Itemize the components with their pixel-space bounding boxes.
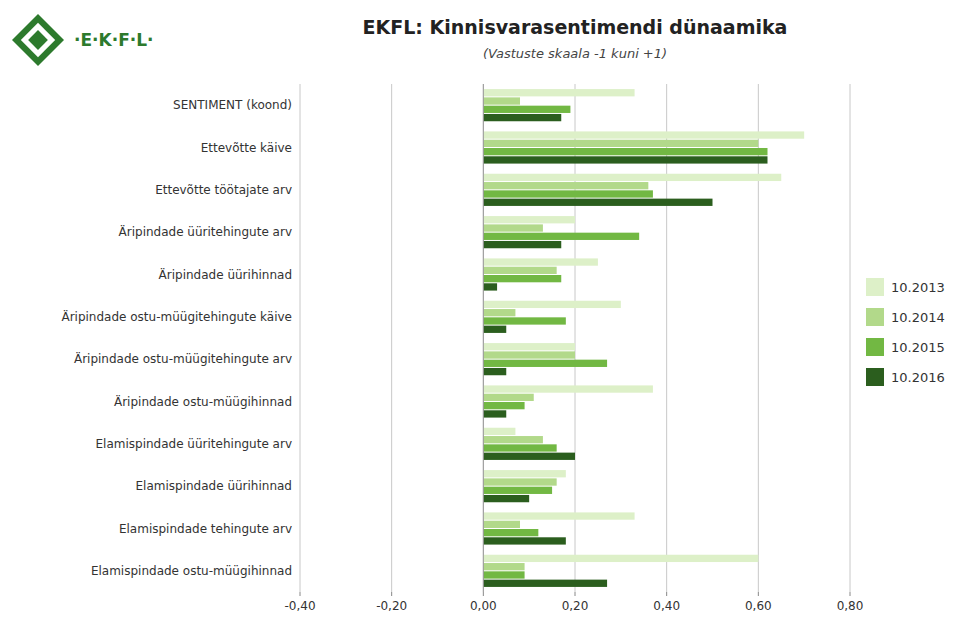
tick-label: 0,40 [653, 599, 680, 613]
tick-label: 0,60 [745, 599, 772, 613]
bar [483, 131, 804, 138]
bar [483, 114, 561, 121]
bar [483, 555, 758, 562]
zero-line [483, 84, 484, 592]
category-label: Elamispindade ostu-müügihinnad [91, 564, 292, 578]
legend-swatch [866, 308, 884, 326]
grid-line [300, 84, 301, 592]
bar [483, 301, 621, 308]
legend-swatch [866, 368, 884, 386]
tick-mark [758, 592, 759, 596]
bar [483, 580, 607, 587]
tick-mark [575, 592, 576, 596]
grid-line [850, 84, 851, 592]
bar [483, 436, 543, 443]
legend-label: 10.2015 [891, 340, 945, 355]
title: EKFL: Kinnisvarasentimendi dünaamika [363, 16, 788, 38]
bar [483, 470, 566, 477]
legend-label: 10.2016 [891, 370, 945, 385]
category-label: Elamispindade tehingute arv [119, 522, 292, 536]
bar [483, 428, 515, 435]
bar [483, 190, 653, 197]
tick-mark [850, 592, 851, 596]
bar [483, 148, 767, 155]
bar [483, 453, 575, 460]
bar [483, 97, 520, 104]
grid-line [391, 84, 392, 592]
bars [483, 89, 804, 587]
bar [483, 275, 561, 282]
bar [483, 216, 575, 223]
bar [483, 156, 767, 163]
logo [12, 14, 64, 66]
legend: 10.2013 10.2014 10.2015 10.2016 [866, 278, 945, 386]
logo-diamond [12, 14, 64, 66]
bar [483, 478, 556, 485]
bar [483, 495, 529, 502]
bar [483, 385, 653, 392]
bar [483, 410, 506, 417]
bar [483, 309, 515, 316]
tick-mark [391, 592, 392, 596]
logo-diamond-inner [21, 23, 55, 57]
category-label: Äripindade ostu-müügitehingute käive [61, 309, 292, 324]
bar [483, 343, 575, 350]
category-label: SENTIMENT (koond) [173, 98, 292, 112]
bar [483, 563, 524, 570]
bar [483, 199, 712, 206]
tick-mark [666, 592, 667, 596]
bar [483, 283, 497, 290]
bar [483, 537, 566, 544]
category-label: Äripindade üürihinnad [159, 267, 292, 282]
bar [483, 89, 634, 96]
logo-diamond-core [28, 30, 48, 50]
subtitle: (Vastuste skaala -1 kuni +1) [483, 46, 667, 61]
x-axis: -0,40 -0,20 0,00 0,20 0,40 0,60 0,80 [284, 84, 863, 613]
bar [483, 106, 570, 113]
tick-label: 0,20 [562, 599, 589, 613]
category-label: Elamispindade üürihinnad [136, 479, 293, 493]
bar [483, 233, 639, 240]
bar [483, 402, 524, 409]
logo-text: ·E·K·F·L· [74, 30, 154, 50]
bar [483, 326, 506, 333]
bar [483, 224, 543, 231]
bar [483, 571, 524, 578]
legend-swatch [866, 278, 884, 296]
bar [483, 258, 598, 265]
bar [483, 241, 561, 248]
bar [483, 360, 607, 367]
bar [483, 351, 575, 358]
tick-mark [483, 592, 484, 596]
bar [483, 317, 566, 324]
bar [483, 521, 520, 528]
legend-label: 10.2013 [891, 280, 945, 295]
bar [483, 444, 556, 451]
category-label: Äripindade ostu-müügitehingute arv [74, 351, 292, 366]
category-label: Ettevõtte käive [201, 141, 292, 155]
legend-swatch [866, 338, 884, 356]
bar [483, 512, 634, 519]
legend-label: 10.2014 [891, 310, 945, 325]
bar [483, 394, 533, 401]
bar [483, 174, 781, 181]
bar [483, 529, 538, 536]
bar [483, 267, 556, 274]
tick-mark [300, 592, 301, 596]
bar [483, 182, 648, 189]
tick-label: -0,40 [284, 599, 315, 613]
category-label: Elamispindade üüritehingute arv [95, 437, 292, 451]
bar [483, 140, 758, 147]
category-label: Äripindade ostu-müügihinnad [114, 394, 292, 409]
category-label: Äripindade üüritehingute arv [119, 224, 292, 239]
grid-line [483, 84, 484, 592]
category-label: Ettevõtte töötajate arv [155, 183, 292, 197]
bar [483, 487, 552, 494]
y-axis: SENTIMENT (koond) Ettevõtte käive Ettevõtt… [61, 98, 292, 578]
tick-label: 0,80 [837, 599, 864, 613]
chart: ·E·K·F·L· EKFL: Kinnisvarasentimendi düna… [0, 0, 977, 638]
tick-label: -0,20 [376, 599, 407, 613]
tick-label: 0,00 [470, 599, 497, 613]
bar [483, 368, 506, 375]
